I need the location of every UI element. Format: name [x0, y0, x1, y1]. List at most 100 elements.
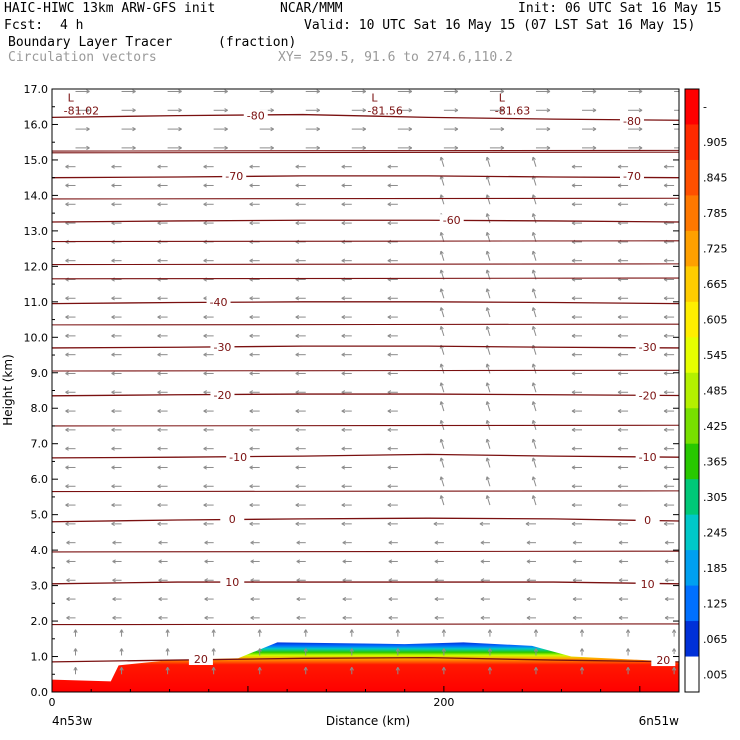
- vector-arrow-head: [533, 667, 537, 671]
- contour-label-bg: [206, 295, 231, 308]
- vector-arrow: [532, 495, 537, 506]
- vector-arrow-head: [617, 429, 622, 432]
- colorbar-swatch: [685, 585, 699, 622]
- colorbar-label: .485: [703, 385, 728, 398]
- vector-arrow-head: [111, 222, 115, 226]
- vector-arrow-head: [341, 485, 346, 489]
- vector-arrow-head: [66, 561, 70, 564]
- vector-arrow-head: [65, 391, 69, 395]
- colorbar-label: .905: [703, 136, 728, 149]
- vector-arrow-head: [663, 391, 668, 395]
- vector-arrow-head: [270, 126, 274, 130]
- vector-arrow: [486, 401, 491, 412]
- vector-arrow-head: [295, 504, 300, 508]
- y-tick-label: 9.0: [31, 367, 49, 380]
- vector-arrow: [440, 232, 445, 243]
- vector-arrow-head: [485, 476, 488, 481]
- vector-arrow: [486, 326, 491, 337]
- y-tick-label: 3.0: [31, 580, 49, 593]
- vector-arrow: [440, 156, 445, 167]
- vector-arrow-head: [408, 108, 413, 111]
- vector-arrow: [486, 213, 491, 224]
- vector-arrow-head: [571, 203, 576, 207]
- isotherm-line: [52, 490, 679, 493]
- vector-arrow: [440, 288, 445, 299]
- vector-arrow-head: [454, 145, 459, 149]
- vector-arrow-head: [387, 354, 392, 357]
- vector-arrow-head: [316, 89, 320, 92]
- colorbar-label: .245: [703, 526, 728, 539]
- vector-arrow-head: [203, 467, 207, 470]
- vector-arrow: [532, 232, 537, 243]
- vector-arrow-head: [664, 561, 669, 564]
- colorbar-swatch: [685, 443, 699, 480]
- vector-arrow-head: [157, 279, 161, 282]
- vector-arrow-head: [65, 222, 69, 226]
- vector-arrow-head: [203, 410, 207, 414]
- vector-arrow-head: [249, 391, 254, 395]
- colorbar-swatch: [685, 301, 699, 338]
- vector-arrow-head: [157, 504, 161, 508]
- vector-arrow-head: [165, 629, 169, 633]
- vector-arrow-head: [249, 203, 254, 207]
- contour-label: 0: [644, 514, 651, 527]
- vector-arrow-head: [671, 667, 675, 671]
- vector-arrow-head: [203, 203, 207, 207]
- vector-arrow-head: [257, 648, 261, 652]
- vector-arrow-head: [65, 448, 69, 451]
- vector-arrow: [532, 363, 537, 374]
- vector-arrow-head: [617, 523, 622, 526]
- vector-arrow-head: [362, 126, 367, 130]
- vector-arrow-head: [65, 316, 69, 320]
- vector-arrow-head: [592, 145, 597, 149]
- vector-arrow-head: [341, 448, 346, 451]
- colorbar-swatch: [685, 124, 699, 161]
- vector-arrow-head: [571, 166, 576, 169]
- vector-arrow-head: [663, 523, 668, 526]
- vector-arrow-head: [296, 617, 301, 620]
- contour-label: -70: [225, 170, 243, 183]
- vector-arrow-head: [203, 354, 207, 357]
- vector-arrow-head: [204, 542, 208, 545]
- vector-arrow-head: [65, 185, 69, 188]
- isotherm-line: [52, 301, 679, 305]
- vector-arrow-head: [257, 629, 261, 633]
- plot-frame: [51, 88, 680, 693]
- vector-arrow-head: [112, 561, 116, 564]
- vector-arrow-head: [111, 354, 115, 357]
- contour-label: -40: [210, 296, 228, 309]
- vector-arrow-head: [388, 598, 393, 602]
- vector-arrow-head: [111, 391, 115, 395]
- vector-arrow-head: [625, 648, 629, 652]
- vector-arrow-head: [441, 667, 445, 671]
- y-tick-label: 6.0: [31, 473, 49, 486]
- vector-arrow-head: [295, 203, 300, 207]
- vector-arrow-head: [617, 185, 622, 188]
- vector-arrow-head: [531, 194, 534, 199]
- vector-arrow-head: [663, 260, 668, 263]
- vector-arrow-head: [204, 598, 208, 602]
- vector-arrow-head: [296, 561, 301, 564]
- vector-arrow: [532, 382, 537, 393]
- vector-arrow-head: [500, 89, 505, 92]
- vector-arrow-head: [119, 629, 122, 633]
- vector-arrow-head: [157, 410, 161, 414]
- vector-arrow-head: [224, 89, 228, 92]
- vector-arrow-head: [111, 467, 115, 470]
- vector-arrow-head: [342, 598, 347, 602]
- vector-arrow-head: [663, 316, 668, 320]
- vector-arrow: [486, 495, 491, 506]
- vector-arrow-head: [387, 185, 392, 188]
- vector-arrow-head: [546, 126, 551, 130]
- vector-arrow-head: [157, 185, 161, 188]
- field-units: (fraction): [218, 35, 297, 50]
- colorbar-swatch: [685, 230, 699, 267]
- vector-arrow-head: [500, 145, 505, 149]
- vector-arrow-head: [203, 297, 207, 301]
- vector-arrow-head: [270, 108, 274, 111]
- vector-arrow-head: [439, 232, 442, 236]
- vector-arrow-head: [203, 448, 207, 451]
- vector-arrow-head: [439, 326, 442, 330]
- vector-arrow: [532, 175, 537, 186]
- colorbar-label: .785: [703, 207, 728, 220]
